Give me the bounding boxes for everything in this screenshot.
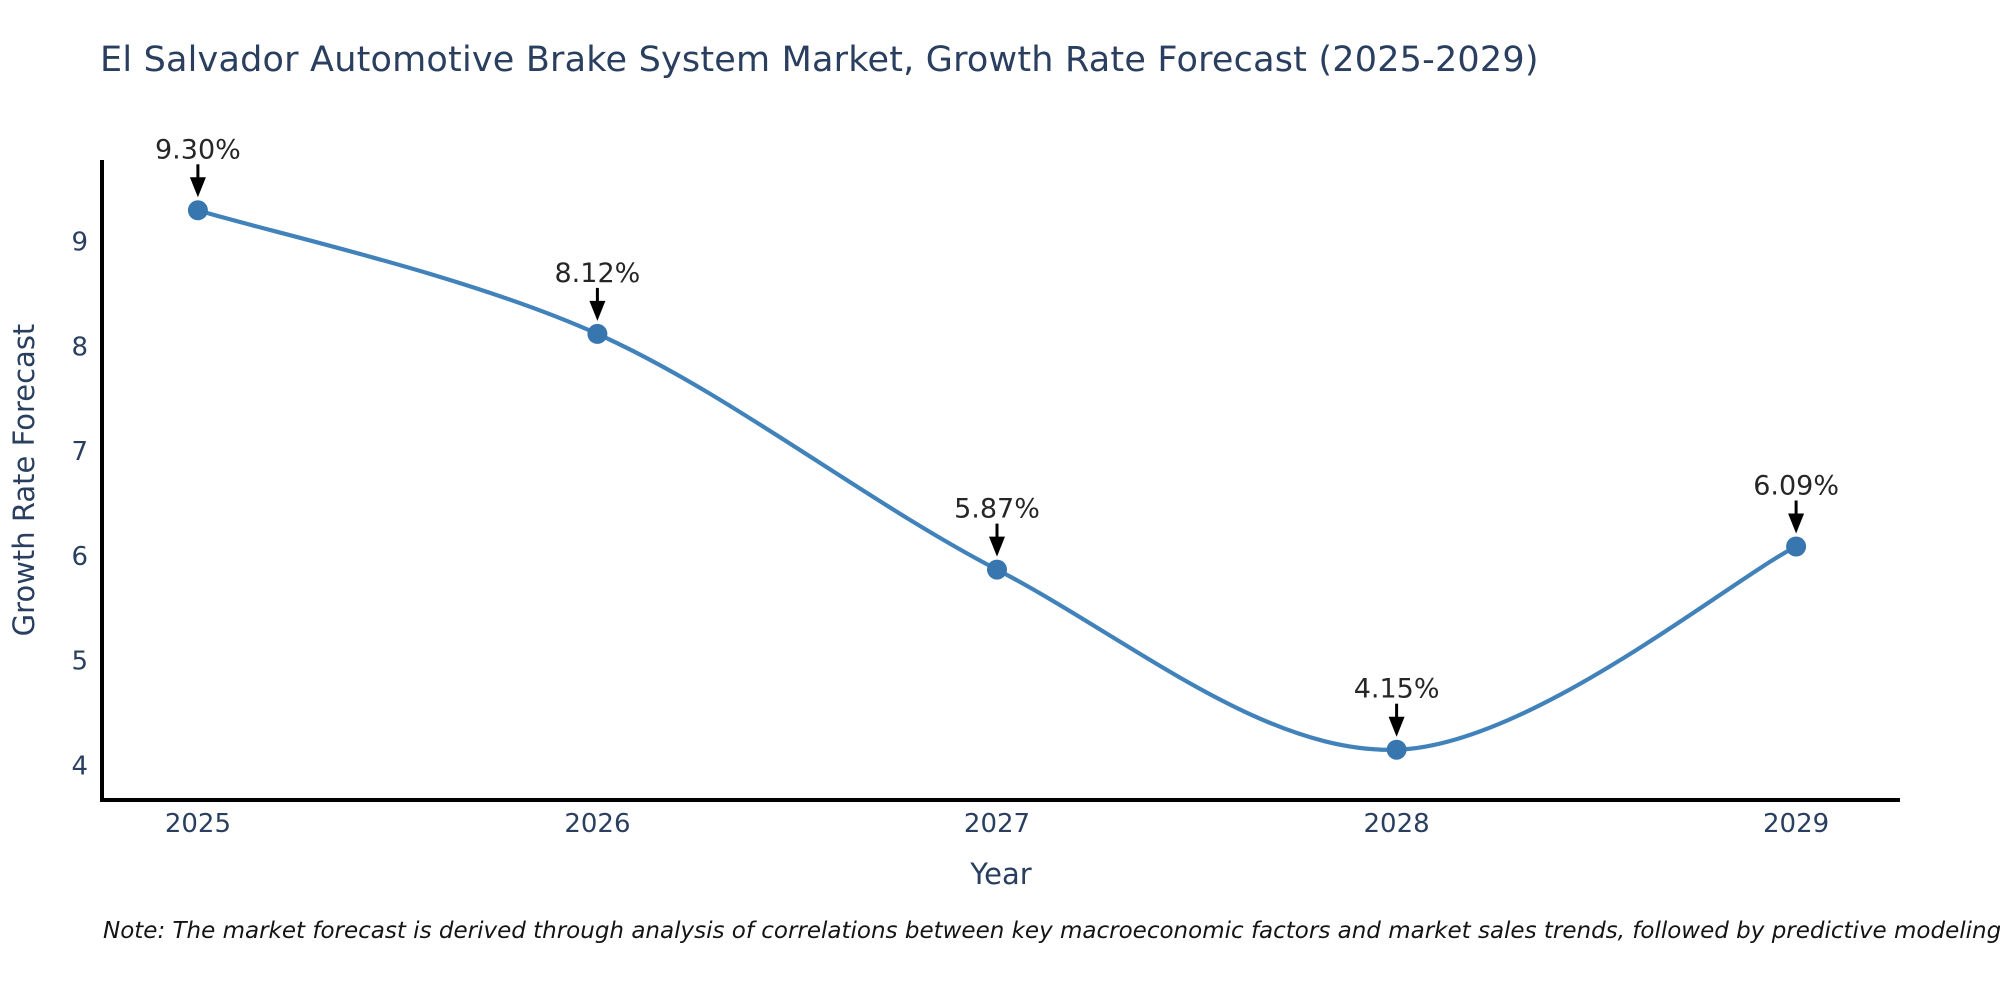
data-point-marker bbox=[987, 559, 1007, 580]
x-tick-label: 2028 bbox=[1364, 809, 1430, 839]
y-tick-label: 6 bbox=[71, 542, 88, 572]
x-tick-label: 2029 bbox=[1763, 809, 1829, 839]
y-tick-label: 4 bbox=[71, 751, 88, 781]
y-tick-label: 9 bbox=[71, 228, 88, 258]
data-point-marker bbox=[1786, 536, 1807, 557]
data-point-marker bbox=[587, 323, 608, 344]
annotation-arrowhead bbox=[1388, 716, 1405, 737]
y-axis-title: Growth Rate Forecast bbox=[7, 324, 41, 637]
axis-lines bbox=[100, 160, 1900, 802]
x-tick-label: 2026 bbox=[564, 809, 630, 839]
chart-title: El Salvador Automotive Brake System Mark… bbox=[100, 40, 1539, 80]
annotation-arrowhead bbox=[1788, 513, 1805, 534]
x-tick-label: 2025 bbox=[165, 809, 231, 839]
footnote: Note: The market forecast is derived thr… bbox=[103, 918, 2000, 944]
data-point-marker bbox=[1386, 739, 1407, 760]
x-axis-title: Year bbox=[969, 857, 1031, 891]
forecast-line bbox=[195, 208, 1799, 752]
data-point-value-label: 8.12% bbox=[555, 258, 641, 289]
y-tick-label: 8 bbox=[71, 332, 88, 362]
y-tick-label: 5 bbox=[71, 647, 88, 677]
data-point-marker bbox=[187, 200, 208, 221]
data-point-value-label: 9.30% bbox=[155, 134, 241, 165]
annotation-arrowhead bbox=[989, 536, 1005, 557]
data-point-value-label: 5.87% bbox=[954, 494, 1040, 525]
annotation-arrowhead bbox=[589, 300, 606, 321]
y-tick-label: 7 bbox=[71, 437, 88, 467]
data-point-value-label: 4.15% bbox=[1354, 674, 1440, 705]
x-tick-label: 2027 bbox=[964, 809, 1030, 839]
annotation-arrowhead bbox=[189, 177, 206, 198]
data-point-value-label: 6.09% bbox=[1753, 471, 1839, 502]
